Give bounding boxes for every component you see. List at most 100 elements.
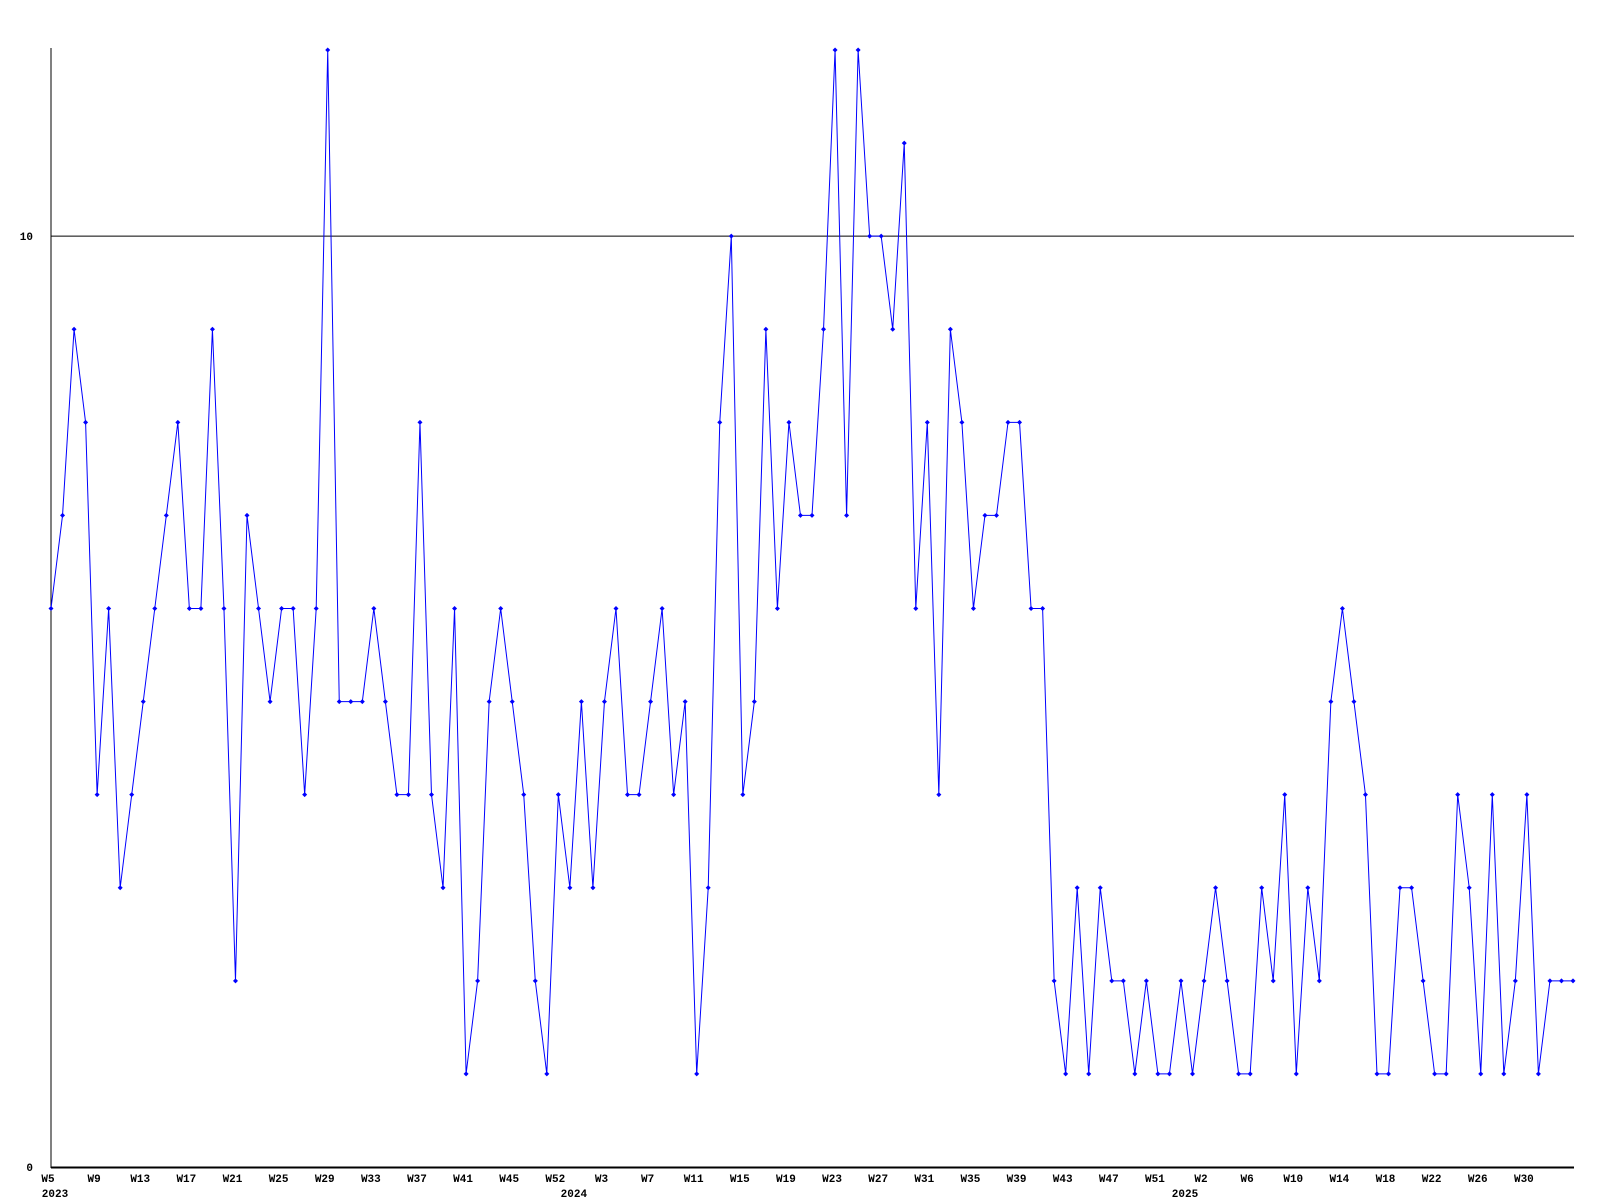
data-point: [970, 606, 976, 611]
data-point: [290, 606, 296, 611]
data-point: [947, 326, 953, 332]
data-point: [1570, 978, 1576, 984]
data-point: [1040, 606, 1046, 611]
data-point: [1074, 885, 1080, 891]
data-point: [890, 326, 896, 332]
x-tick-label: W30: [1514, 1174, 1534, 1186]
x-tick-label: W37: [407, 1174, 427, 1186]
x-tick-label: W17: [176, 1174, 196, 1186]
data-point: [1397, 885, 1403, 891]
data-point: [924, 419, 930, 425]
data-point: [590, 885, 596, 891]
x-tick-label: W41: [453, 1174, 473, 1186]
data-point: [982, 512, 988, 518]
data-point: [659, 606, 665, 611]
data-point: [1512, 978, 1518, 984]
data-point: [302, 792, 308, 798]
data-point: [1282, 792, 1288, 798]
data-point: [809, 512, 815, 518]
x-tick-label: W25: [269, 1174, 289, 1186]
data-point: [48, 606, 54, 611]
data-point: [1259, 885, 1265, 891]
x-tick-label: W22: [1422, 1174, 1442, 1186]
data-point: [1005, 419, 1011, 425]
x-tick-label: W2: [1194, 1174, 1207, 1186]
data-point: [348, 699, 354, 705]
data-point: [1178, 978, 1184, 984]
x-tick-label: W6: [1241, 1174, 1254, 1186]
x-year-label: 2024: [561, 1189, 588, 1200]
data-point: [1478, 1071, 1484, 1077]
data-point: [832, 47, 838, 53]
data-point: [532, 978, 538, 984]
x-tick-label: W33: [361, 1174, 381, 1186]
data-point: [94, 792, 100, 798]
data-point: [1051, 978, 1057, 984]
data-point: [763, 326, 769, 332]
data-point: [1455, 792, 1461, 798]
x-tick-label: W35: [961, 1174, 981, 1186]
data-point: [152, 606, 158, 611]
x-tick-label: W7: [641, 1174, 654, 1186]
data-point: [878, 233, 884, 239]
x-tick-label: W10: [1283, 1174, 1303, 1186]
data-point: [913, 606, 919, 611]
data-point: [1466, 885, 1472, 891]
x-tick-label: W47: [1099, 1174, 1119, 1186]
data-point: [313, 606, 319, 611]
data-point: [855, 47, 861, 53]
data-point: [821, 326, 827, 332]
x-tick-label: W13: [130, 1174, 150, 1186]
data-point: [613, 606, 619, 611]
data-point: [648, 699, 654, 705]
data-point: [394, 792, 400, 798]
data-point: [429, 792, 434, 798]
data-point: [1305, 885, 1311, 891]
data-point: [475, 978, 481, 984]
data-point: [140, 699, 146, 705]
x-tick-label: W26: [1468, 1174, 1488, 1186]
data-point: [163, 512, 169, 518]
data-point: [1247, 1071, 1253, 1077]
data-point: [867, 233, 873, 239]
data-point: [71, 326, 77, 332]
x-tick-label: W5: [41, 1174, 55, 1186]
x-year-label: 2025: [1172, 1189, 1199, 1200]
data-point: [1374, 1071, 1380, 1077]
data-point: [567, 885, 573, 891]
data-point: [1270, 978, 1276, 984]
data-point: [682, 699, 688, 705]
y-tick-label: 0: [26, 1163, 33, 1175]
data-point: [1143, 978, 1149, 984]
data-point: [198, 606, 204, 611]
data-point: [279, 606, 285, 611]
x-tick-label: W52: [545, 1174, 565, 1186]
x-tick-label: W21: [223, 1174, 243, 1186]
x-tick-label: W51: [1145, 1174, 1165, 1186]
data-point: [740, 792, 746, 798]
data-point: [1501, 1071, 1507, 1077]
data-point: [1224, 978, 1230, 984]
data-point: [371, 606, 377, 611]
data-point: [1017, 419, 1023, 425]
data-point: [901, 140, 907, 146]
data-point: [1201, 978, 1207, 984]
data-point: [1420, 978, 1426, 984]
data-point: [717, 419, 723, 425]
data-point: [1386, 1071, 1392, 1077]
data-point: [405, 792, 411, 798]
data-point: [786, 419, 792, 425]
x-tick-label: W27: [868, 1174, 888, 1186]
data-point: [578, 699, 584, 705]
data-point: [936, 792, 942, 798]
x-tick-label: W29: [315, 1174, 335, 1186]
data-line: [50, 49, 1573, 1075]
data-point: [382, 699, 388, 705]
data-point: [209, 326, 215, 332]
data-point: [1558, 978, 1564, 984]
data-point: [993, 512, 999, 518]
data-point: [705, 885, 711, 891]
data-point: [1028, 606, 1034, 611]
data-point: [336, 699, 342, 705]
data-point: [1535, 1071, 1541, 1077]
